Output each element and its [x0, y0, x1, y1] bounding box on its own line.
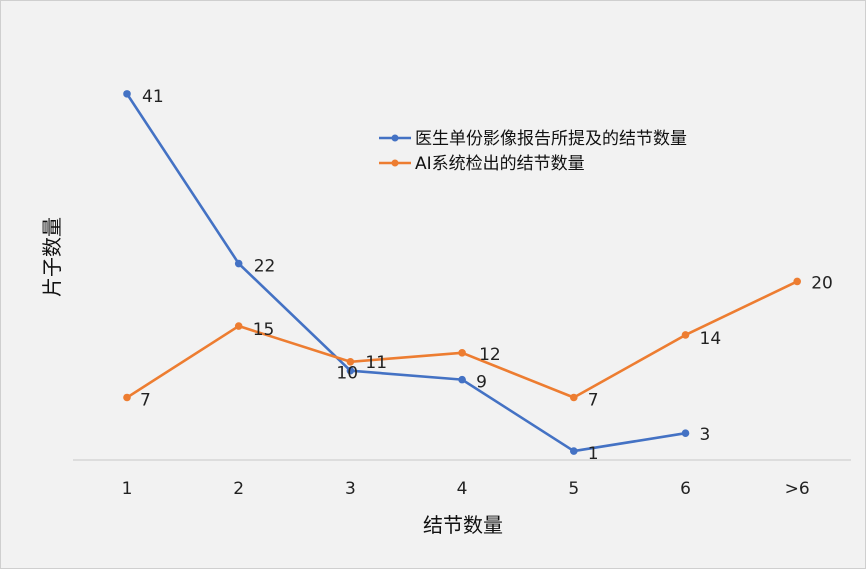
x-tick-label: 1: [122, 479, 133, 499]
data-point: [346, 366, 355, 375]
x-tick-label: 5: [568, 479, 579, 499]
data-label: 3: [700, 425, 711, 445]
data-label: 7: [140, 390, 151, 410]
data-label: 20: [811, 273, 833, 293]
x-tick-label: 3: [345, 479, 356, 499]
legend-marker-ai: [391, 159, 399, 167]
data-point: [570, 393, 578, 402]
data-labels: 41 22 10 9 1 3 7 15 11 12 7 14 20: [140, 87, 833, 464]
data-label: 15: [253, 320, 275, 340]
data-label: 10: [336, 364, 358, 384]
x-tick-label: 2: [233, 479, 244, 499]
data-label: 22: [254, 257, 276, 277]
data-point: [570, 447, 578, 455]
data-label: 1: [588, 444, 599, 464]
legend-label-doctor: 医生单份影像报告所提及的结节数量: [415, 129, 687, 149]
legend-marker-doctor: [391, 134, 399, 142]
y-axis-title: 片子数量: [40, 217, 64, 297]
data-point: [458, 349, 466, 357]
data-point: [458, 375, 466, 384]
data-point: [234, 322, 243, 330]
x-tick-label: 6: [680, 479, 691, 499]
data-point: [123, 90, 131, 98]
data-label: 41: [142, 87, 164, 107]
data-label: 14: [700, 329, 722, 349]
data-point: [681, 331, 690, 339]
legend-label-ai: AI系统检出的结节数量: [415, 154, 585, 174]
x-tick-labels: 1 2 3 4 5 6 >6: [122, 479, 810, 499]
legend-entry-ai: AI系统检出的结节数量: [379, 154, 585, 174]
data-label: 7: [588, 390, 599, 410]
series-points: [123, 90, 801, 455]
data-point: [234, 259, 243, 268]
data-point: [123, 393, 131, 402]
x-tick-label: 4: [457, 479, 468, 499]
x-tick-label: >6: [785, 479, 810, 499]
data-label: 12: [479, 345, 501, 365]
data-label: 11: [365, 353, 387, 373]
data-point: [681, 429, 690, 438]
data-label: 9: [476, 373, 487, 393]
legend-entry-doctor: 医生单份影像报告所提及的结节数量: [379, 129, 687, 149]
data-point: [346, 357, 355, 366]
series-line-0: [125, 92, 687, 453]
x-axis-title: 结节数量: [423, 513, 503, 537]
legend: 医生单份影像报告所提及的结节数量 AI系统检出的结节数量: [379, 129, 687, 174]
data-point: [793, 277, 801, 286]
